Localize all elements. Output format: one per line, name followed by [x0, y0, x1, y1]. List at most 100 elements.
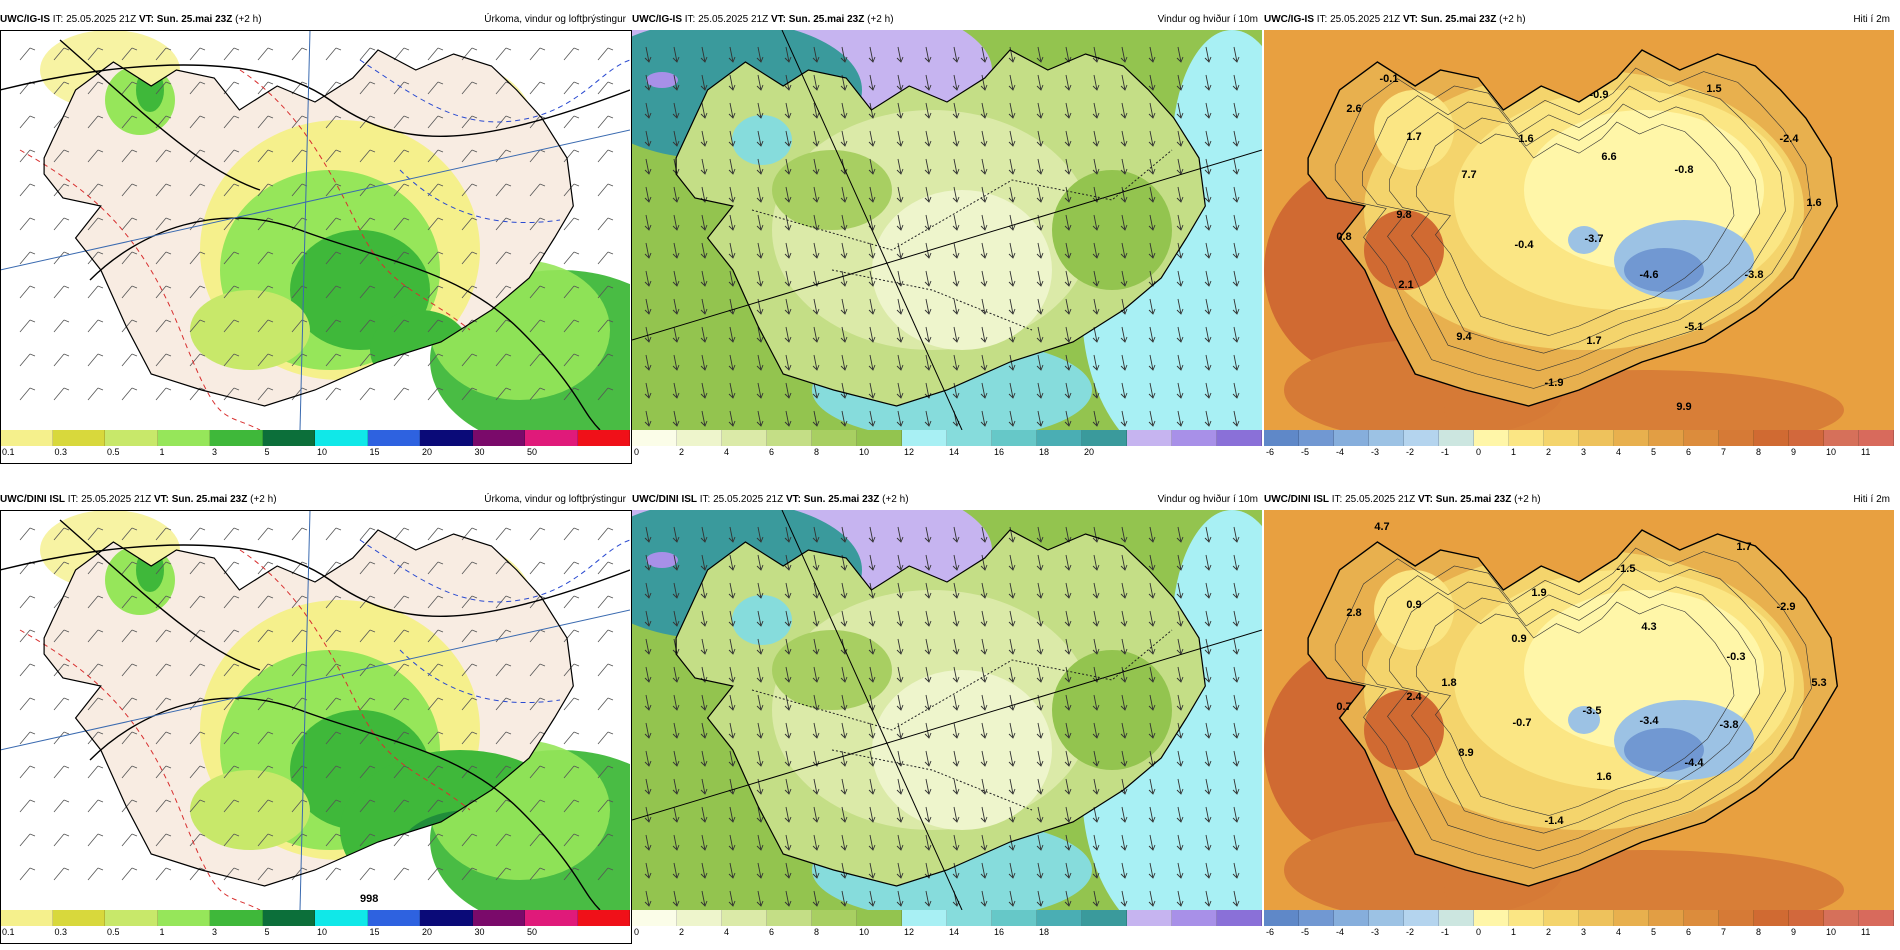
- colorbar-tick-label: 12: [904, 927, 915, 937]
- colorbar-tick-label: 1: [1511, 447, 1517, 457]
- init-time: IT: 25.05.2025 21Z: [699, 494, 784, 505]
- colorbar-swatch: [367, 910, 420, 926]
- panel-header: UWC/DINI ISL IT: 25.05.2025 21Z VT: Sun.…: [1264, 490, 1894, 510]
- colorbar-swatch: [525, 910, 578, 926]
- temperature-map: -0.1 1.5 -0.9 2.6 1.7 1.6 6.6 7.7 -2.4 -0.8 1.6 9.8…: [1264, 30, 1894, 430]
- colorbar-swatches: [632, 910, 1262, 926]
- colorbar-ticks: 0.1 0.3 0.5 1 3 5 10 15 20 30 50: [0, 927, 630, 941]
- temperature-value-label: -1.9: [1545, 377, 1564, 389]
- colorbar-tick-label: -4: [1336, 447, 1345, 457]
- colorbar-swatch: [1037, 430, 1082, 446]
- colorbar-swatch: [767, 430, 812, 446]
- colorbar-swatch: [1824, 430, 1859, 446]
- wind-colorbar: 0 2 4 6 8 10 12 14 16 18: [632, 910, 1262, 942]
- colorbar-swatch: [1264, 910, 1299, 926]
- colorbar-swatch: [1299, 430, 1334, 446]
- init-time: IT: 25.05.2025 21Z: [684, 14, 769, 25]
- temperature-value-label: -2.9: [1777, 601, 1796, 613]
- temperature-map: 4.7 1.7 -1.5 2.8 0.9 1.9 0.9 4.3 -2.9 -0.3 5.3 1.8 0…: [1264, 510, 1894, 910]
- wind-panel-igis: UWC/IG-IS IT: 25.05.2025 21Z VT: Sun. 25…: [632, 10, 1262, 470]
- temperature-value-label: 2.4: [1406, 691, 1422, 703]
- colorbar-tick-label: 5: [264, 447, 270, 457]
- colorbar-tick-label: 11: [1861, 927, 1871, 937]
- colorbar-swatch: [1082, 430, 1127, 446]
- colorbar-swatch: [812, 910, 857, 926]
- colorbar-tick-label: 10: [317, 927, 328, 937]
- colorbar-swatch: [1789, 910, 1824, 926]
- colorbar-tick-label: 1: [159, 447, 165, 457]
- temperature-value-label: 2.6: [1346, 103, 1361, 115]
- colorbar-swatch: [1859, 910, 1894, 926]
- colorbar-tick-label: 14: [949, 927, 960, 937]
- temperature-value-label: 1.6: [1596, 771, 1611, 783]
- colorbar-tick-label: 0.1: [2, 447, 15, 457]
- colorbar-tick-label: -5: [1301, 927, 1310, 937]
- valid-time-label: VT:: [785, 494, 801, 505]
- panel-header: UWC/DINI ISL IT: 25.05.2025 21Z VT: Sun.…: [632, 490, 1262, 510]
- lead-time: (+2 h): [235, 14, 262, 25]
- colorbar-swatch: [52, 910, 105, 926]
- colorbar-swatches: [0, 910, 630, 926]
- colorbar-swatch: [947, 430, 992, 446]
- colorbar-tick-label: 50: [527, 927, 538, 937]
- colorbar-tick-label: 0.3: [54, 447, 68, 457]
- colorbar-swatch: [315, 910, 368, 926]
- precip-map: [0, 30, 630, 430]
- colorbar-tick-label: 3: [212, 927, 218, 937]
- precip-colorbar: 0.1 0.3 0.5 1 3 5 10 15 20 30 50: [0, 910, 630, 942]
- wind-panel-dini: UWC/DINI ISL IT: 25.05.2025 21Z VT: Sun.…: [632, 490, 1262, 950]
- temp-panel-dini: UWC/DINI ISL IT: 25.05.2025 21Z VT: Sun.…: [1264, 490, 1900, 950]
- colorbar-swatch: [1719, 910, 1754, 926]
- colorbar-swatch: [1859, 430, 1894, 446]
- temp-panel-igis: UWC/IG-IS IT: 25.05.2025 21Z VT: Sun. 25…: [1264, 10, 1900, 470]
- temperature-value-label: -0.9: [1590, 89, 1609, 101]
- valid-time-label: VT:: [770, 14, 786, 25]
- colorbar-swatch: [1754, 430, 1789, 446]
- colorbar-tick-label: -1: [1441, 447, 1450, 457]
- colorbar-tick-label: 0: [634, 447, 640, 457]
- temperature-colorbar: -6 -5 -4 -3 -2 -1 0 1 2 3 4 5 6 7 8 9 10 11: [1264, 910, 1894, 942]
- colorbar-swatch: [1509, 910, 1544, 926]
- model-source: UWC/IG-IS: [632, 14, 682, 25]
- colorbar-swatch: [677, 910, 722, 926]
- valid-time-label: VT:: [138, 14, 154, 25]
- temperature-value-label: -3.8: [1745, 269, 1764, 281]
- colorbar-swatch: [722, 910, 767, 926]
- valid-time-label: VT:: [153, 494, 169, 505]
- panel-header: UWC/IG-IS IT: 25.05.2025 21Z VT: Sun. 25…: [1264, 10, 1894, 30]
- lead-time: (+2 h): [1499, 14, 1526, 25]
- colorbar-swatch: [472, 910, 525, 926]
- colorbar-ticks: -6 -5 -4 -3 -2 -1 0 1 2 3 4 5 6 7 8 9 10 11: [1264, 927, 1894, 941]
- temperature-value-label: 1.5: [1706, 83, 1721, 95]
- colorbar-tick-label: -5: [1301, 447, 1310, 457]
- colorbar-swatch: [105, 910, 158, 926]
- panel-title: Vindur og hviður í 10m: [1157, 494, 1258, 505]
- colorbar-swatch: [632, 910, 677, 926]
- colorbar-tick-label: 16: [994, 447, 1005, 457]
- colorbar-swatch: [1649, 910, 1684, 926]
- colorbar-tick-label: 0.5: [107, 927, 120, 937]
- colorbar-tick-label: 9: [1791, 447, 1797, 457]
- init-time: IT: 25.05.2025 21Z: [52, 14, 137, 25]
- colorbar-swatch: [1217, 430, 1262, 446]
- precip-panel-igis: UWC/IG-IS IT: 25.05.2025 21Z VT: Sun. 25…: [0, 10, 632, 470]
- temperature-value-label: -1.4: [1545, 815, 1565, 827]
- lead-time: (+2 h): [882, 494, 909, 505]
- colorbar-swatch: [577, 430, 630, 446]
- colorbar-swatch: [857, 910, 902, 926]
- temperature-value-label: 4.3: [1641, 621, 1656, 633]
- temperature-value-label: 0.8: [1336, 231, 1351, 243]
- colorbar-swatches: [0, 430, 630, 446]
- temperature-value-label: 5.3: [1811, 677, 1826, 689]
- colorbar-swatch: [632, 430, 677, 446]
- colorbar-swatch: [262, 910, 315, 926]
- colorbar-tick-label: 0.1: [2, 927, 15, 937]
- temperature-value-label: -3.7: [1585, 233, 1604, 245]
- colorbar-ticks: -6 -5 -4 -3 -2 -1 0 1 2 3 4 5 6 7 8 9 10 11: [1264, 447, 1894, 461]
- temperature-value-label: -3.4: [1640, 715, 1660, 727]
- colorbar-tick-label: -1: [1441, 927, 1450, 937]
- colorbar-swatch: [420, 430, 473, 446]
- panel-title: Hiti í 2m: [1853, 494, 1890, 505]
- valid-time: Sun. 25.mai 23Z: [1420, 14, 1497, 25]
- colorbar-swatch: [1439, 430, 1474, 446]
